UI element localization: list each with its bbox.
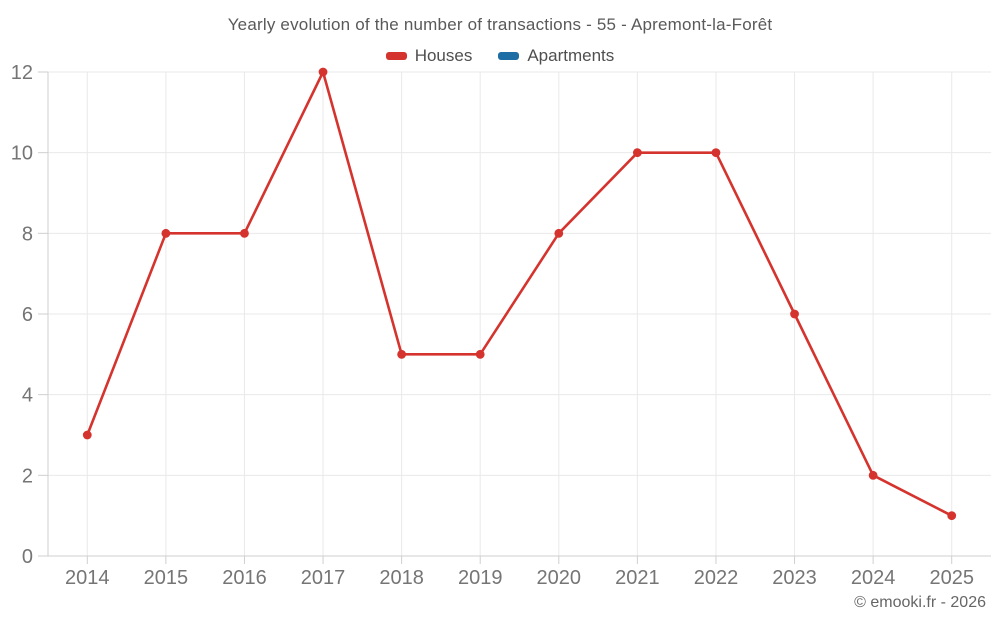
svg-text:10: 10 (11, 143, 33, 165)
svg-text:2018: 2018 (379, 567, 424, 589)
svg-text:8: 8 (22, 223, 33, 245)
svg-text:2017: 2017 (301, 567, 346, 589)
apartments-legend-swatch-icon (498, 52, 520, 60)
y-axis-labels: 0 2 4 6 8 10 12 (11, 62, 33, 568)
svg-text:2014: 2014 (65, 567, 110, 589)
svg-text:12: 12 (11, 62, 33, 84)
svg-text:2024: 2024 (851, 567, 896, 589)
svg-text:2025: 2025 (929, 567, 974, 589)
svg-text:2015: 2015 (144, 567, 189, 589)
svg-text:2022: 2022 (694, 567, 739, 589)
svg-text:6: 6 (22, 304, 33, 326)
houses-legend-label: Houses (414, 46, 473, 65)
chart-title: Yearly evolution of the number of transa… (227, 15, 773, 34)
svg-text:4: 4 (22, 385, 33, 407)
svg-text:2: 2 (22, 465, 33, 487)
houses-legend-swatch-icon (385, 52, 407, 60)
axes (38, 71, 991, 564)
x-axis-labels: 2014 2015 2016 2017 2018 2019 2020 2021 2022 2023… (65, 567, 974, 589)
svg-text:2020: 2020 (537, 567, 582, 589)
svg-text:2019: 2019 (458, 567, 503, 589)
apartments-legend-label: Apartments (527, 46, 615, 65)
svg-text:2023: 2023 (772, 567, 817, 589)
houses-series (82, 67, 957, 521)
svg-text:0: 0 (22, 546, 33, 568)
gridlines (48, 71, 991, 556)
svg-text:2021: 2021 (615, 567, 660, 589)
legend-item-houses[interactable]: Houses (385, 46, 473, 66)
legend: Houses Apartments (0, 45, 1000, 67)
svg-text:2016: 2016 (222, 567, 267, 589)
copyright: © emooki.fr - 2026 (854, 594, 986, 611)
legend-item-apartments[interactable]: Apartments (498, 46, 614, 66)
